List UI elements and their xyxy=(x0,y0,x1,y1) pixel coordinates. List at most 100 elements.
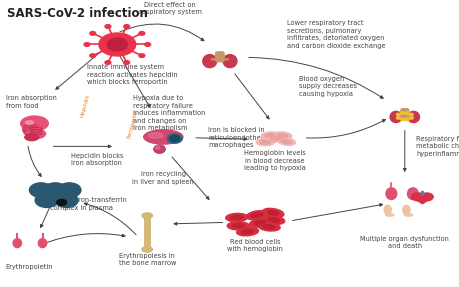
Circle shape xyxy=(35,193,58,208)
Circle shape xyxy=(167,134,182,143)
Text: Iron absorption
from food: Iron absorption from food xyxy=(6,95,56,109)
Ellipse shape xyxy=(246,211,267,220)
FancyBboxPatch shape xyxy=(215,52,224,62)
Ellipse shape xyxy=(257,222,280,231)
Ellipse shape xyxy=(264,134,275,137)
Circle shape xyxy=(404,112,408,114)
Circle shape xyxy=(400,112,403,114)
Text: Red blood cells
with hemoglobin: Red blood cells with hemoglobin xyxy=(227,238,283,252)
Ellipse shape xyxy=(249,218,270,227)
Ellipse shape xyxy=(403,214,412,216)
Ellipse shape xyxy=(225,213,247,222)
Text: Iron recycling
in liver and spleen: Iron recycling in liver and spleen xyxy=(132,171,194,185)
Ellipse shape xyxy=(241,230,253,234)
Text: Blood oxygen
supply decreases
causing hypoxia: Blood oxygen supply decreases causing hy… xyxy=(298,75,356,97)
Text: Innate immune system
reaction activates hepcidin
which blocks ferroportin: Innate immune system reaction activates … xyxy=(87,64,178,85)
Ellipse shape xyxy=(273,132,291,139)
Ellipse shape xyxy=(26,129,45,138)
Ellipse shape xyxy=(251,213,262,218)
Circle shape xyxy=(44,183,67,197)
Circle shape xyxy=(404,118,408,121)
Text: Erythropoietin: Erythropoietin xyxy=(5,265,53,270)
Circle shape xyxy=(420,193,432,201)
Ellipse shape xyxy=(277,138,295,145)
Ellipse shape xyxy=(148,133,163,138)
Ellipse shape xyxy=(202,55,216,68)
Ellipse shape xyxy=(281,140,291,144)
Text: Direct effect on
respiratory system: Direct effect on respiratory system xyxy=(139,2,201,15)
Ellipse shape xyxy=(259,140,270,144)
Text: Hemoglobin levels
in blood decrease
leading to hypoxia: Hemoglobin levels in blood decrease lead… xyxy=(244,150,305,171)
Ellipse shape xyxy=(141,247,152,252)
Ellipse shape xyxy=(263,225,274,229)
Ellipse shape xyxy=(223,55,236,68)
Ellipse shape xyxy=(402,205,409,214)
Ellipse shape xyxy=(141,213,152,218)
Ellipse shape xyxy=(227,222,249,230)
Text: Multiple organ dysfunction
and death: Multiple organ dysfunction and death xyxy=(359,236,448,249)
Circle shape xyxy=(145,43,150,46)
Ellipse shape xyxy=(13,239,22,248)
Circle shape xyxy=(84,43,90,46)
Circle shape xyxy=(90,54,95,57)
Ellipse shape xyxy=(25,134,39,141)
Polygon shape xyxy=(411,197,432,204)
Ellipse shape xyxy=(236,227,258,236)
Ellipse shape xyxy=(389,111,401,123)
Ellipse shape xyxy=(267,211,279,215)
Ellipse shape xyxy=(407,111,419,123)
Ellipse shape xyxy=(38,239,47,248)
Text: Hypoxia due to
respiratory failure
induces inflammation
and changes on
iron meta: Hypoxia due to respiratory failure induc… xyxy=(133,95,205,131)
Ellipse shape xyxy=(153,145,165,153)
Circle shape xyxy=(90,32,95,35)
Circle shape xyxy=(55,193,78,208)
FancyBboxPatch shape xyxy=(400,109,408,118)
Ellipse shape xyxy=(261,132,279,139)
Ellipse shape xyxy=(407,188,417,199)
Circle shape xyxy=(169,135,179,142)
Ellipse shape xyxy=(262,208,283,218)
Text: Ferroportin: Ferroportin xyxy=(127,108,140,139)
Circle shape xyxy=(411,193,423,201)
Ellipse shape xyxy=(383,205,391,214)
Ellipse shape xyxy=(263,216,284,224)
Ellipse shape xyxy=(23,123,38,136)
Circle shape xyxy=(105,61,111,64)
Ellipse shape xyxy=(266,135,285,142)
Text: Plasma iron-transferrin
complex in plasma: Plasma iron-transferrin complex in plasm… xyxy=(50,197,126,211)
Circle shape xyxy=(105,25,111,28)
Circle shape xyxy=(396,113,399,116)
Circle shape xyxy=(29,183,52,197)
Ellipse shape xyxy=(267,218,279,222)
Circle shape xyxy=(409,113,412,116)
Ellipse shape xyxy=(230,216,242,220)
Circle shape xyxy=(139,54,145,57)
Circle shape xyxy=(123,61,129,64)
Circle shape xyxy=(396,117,399,119)
Text: SARS-CoV-2 infection: SARS-CoV-2 infection xyxy=(7,7,147,20)
Text: Lower respiratory tract
secretions, pulmonary
infiltrates, detoriated oxygen
and: Lower respiratory tract secretions, pulm… xyxy=(287,20,385,49)
Text: Hepcidin blocks
iron absorption: Hepcidin blocks iron absorption xyxy=(71,152,123,166)
Circle shape xyxy=(123,25,129,28)
Circle shape xyxy=(139,32,145,35)
Ellipse shape xyxy=(277,134,287,137)
Circle shape xyxy=(56,199,67,205)
Circle shape xyxy=(409,117,412,119)
Text: Respiratory failure,
metabolic changes,
hyperinflammation: Respiratory failure, metabolic changes, … xyxy=(415,136,459,157)
Ellipse shape xyxy=(270,137,280,141)
Circle shape xyxy=(400,118,403,121)
Ellipse shape xyxy=(385,214,393,216)
Ellipse shape xyxy=(232,224,244,228)
Ellipse shape xyxy=(385,188,396,199)
Ellipse shape xyxy=(420,191,423,195)
Text: Iron is blocked in
reticuloendothelial
macrophages: Iron is blocked in reticuloendothelial m… xyxy=(207,127,270,148)
Ellipse shape xyxy=(21,116,48,131)
Text: Erythropoiesis in
the bone marrow: Erythropoiesis in the bone marrow xyxy=(118,253,175,267)
Ellipse shape xyxy=(143,130,183,144)
Ellipse shape xyxy=(25,121,34,124)
Ellipse shape xyxy=(256,139,274,146)
Text: Hepcidin: Hepcidin xyxy=(79,94,90,119)
Ellipse shape xyxy=(155,146,160,150)
Circle shape xyxy=(58,183,81,197)
Circle shape xyxy=(99,33,135,56)
